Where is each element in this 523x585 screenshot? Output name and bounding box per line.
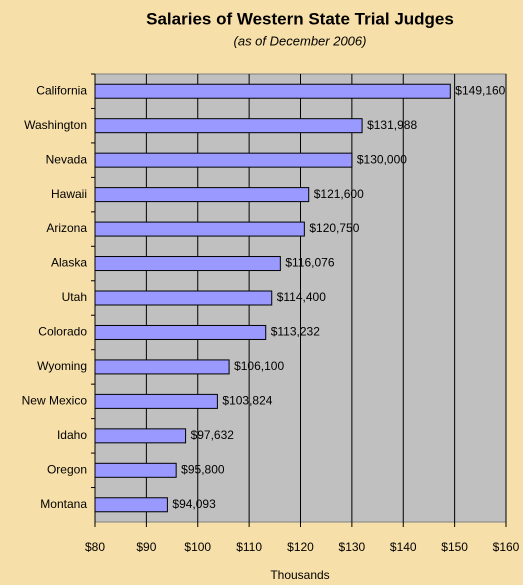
data-label: $130,000 [357, 152, 407, 166]
y-tick-label: Hawaii [51, 187, 87, 201]
x-tick-label: $150 [441, 540, 468, 554]
data-label: $121,600 [314, 187, 364, 201]
y-tick-label: Idaho [57, 428, 87, 442]
y-tick-label: Washington [24, 118, 87, 132]
data-label: $103,824 [222, 394, 272, 408]
bar [94, 393, 218, 409]
x-tick-label: $120 [287, 540, 314, 554]
y-tick-label: Utah [62, 290, 87, 304]
bar [94, 497, 168, 513]
y-tick-label: Alaska [51, 256, 87, 270]
data-label: $106,100 [234, 359, 284, 373]
y-tick-label: California [36, 83, 87, 97]
x-tick-label: $130 [339, 540, 366, 554]
y-tick-label: Colorado [38, 325, 87, 339]
x-axis-label: Thousands [270, 568, 329, 582]
y-tick-label: Arizona [46, 221, 87, 235]
data-label: $97,632 [191, 428, 235, 442]
x-tick-label: $90 [136, 540, 156, 554]
x-tick-label: $80 [85, 540, 105, 554]
bar [94, 152, 353, 168]
bar [94, 428, 187, 444]
chart-subtitle: (as of December 2006) [234, 33, 367, 48]
y-tick-label: Nevada [46, 152, 88, 166]
x-tick-label: $100 [184, 540, 211, 554]
y-tick-label: Wyoming [37, 359, 87, 373]
chart-title: Salaries of Western State Trial Judges [146, 9, 454, 28]
data-label: $114,400 [277, 290, 326, 304]
bar [94, 324, 267, 340]
x-tick-label: $110 [236, 540, 262, 554]
data-label: $94,093 [172, 497, 216, 511]
bar [94, 83, 451, 99]
bar [94, 221, 305, 237]
bar [94, 256, 281, 272]
y-tick-label: Montana [40, 497, 87, 511]
bar [94, 187, 310, 203]
x-tick-label: $140 [390, 540, 417, 554]
y-tick-label: Oregon [47, 462, 87, 476]
data-label: $113,232 [271, 325, 320, 339]
data-label: $116,076 [285, 256, 334, 270]
bar [94, 462, 177, 478]
x-tick-label: $160 [493, 540, 520, 554]
bar [94, 359, 230, 375]
y-tick-label: New Mexico [22, 394, 88, 408]
bar [94, 118, 363, 134]
data-label: $149,160 [455, 83, 505, 97]
bar [94, 290, 273, 306]
data-label: $120,750 [309, 221, 359, 235]
data-label: $131,988 [367, 118, 417, 132]
data-label: $95,800 [181, 462, 225, 476]
